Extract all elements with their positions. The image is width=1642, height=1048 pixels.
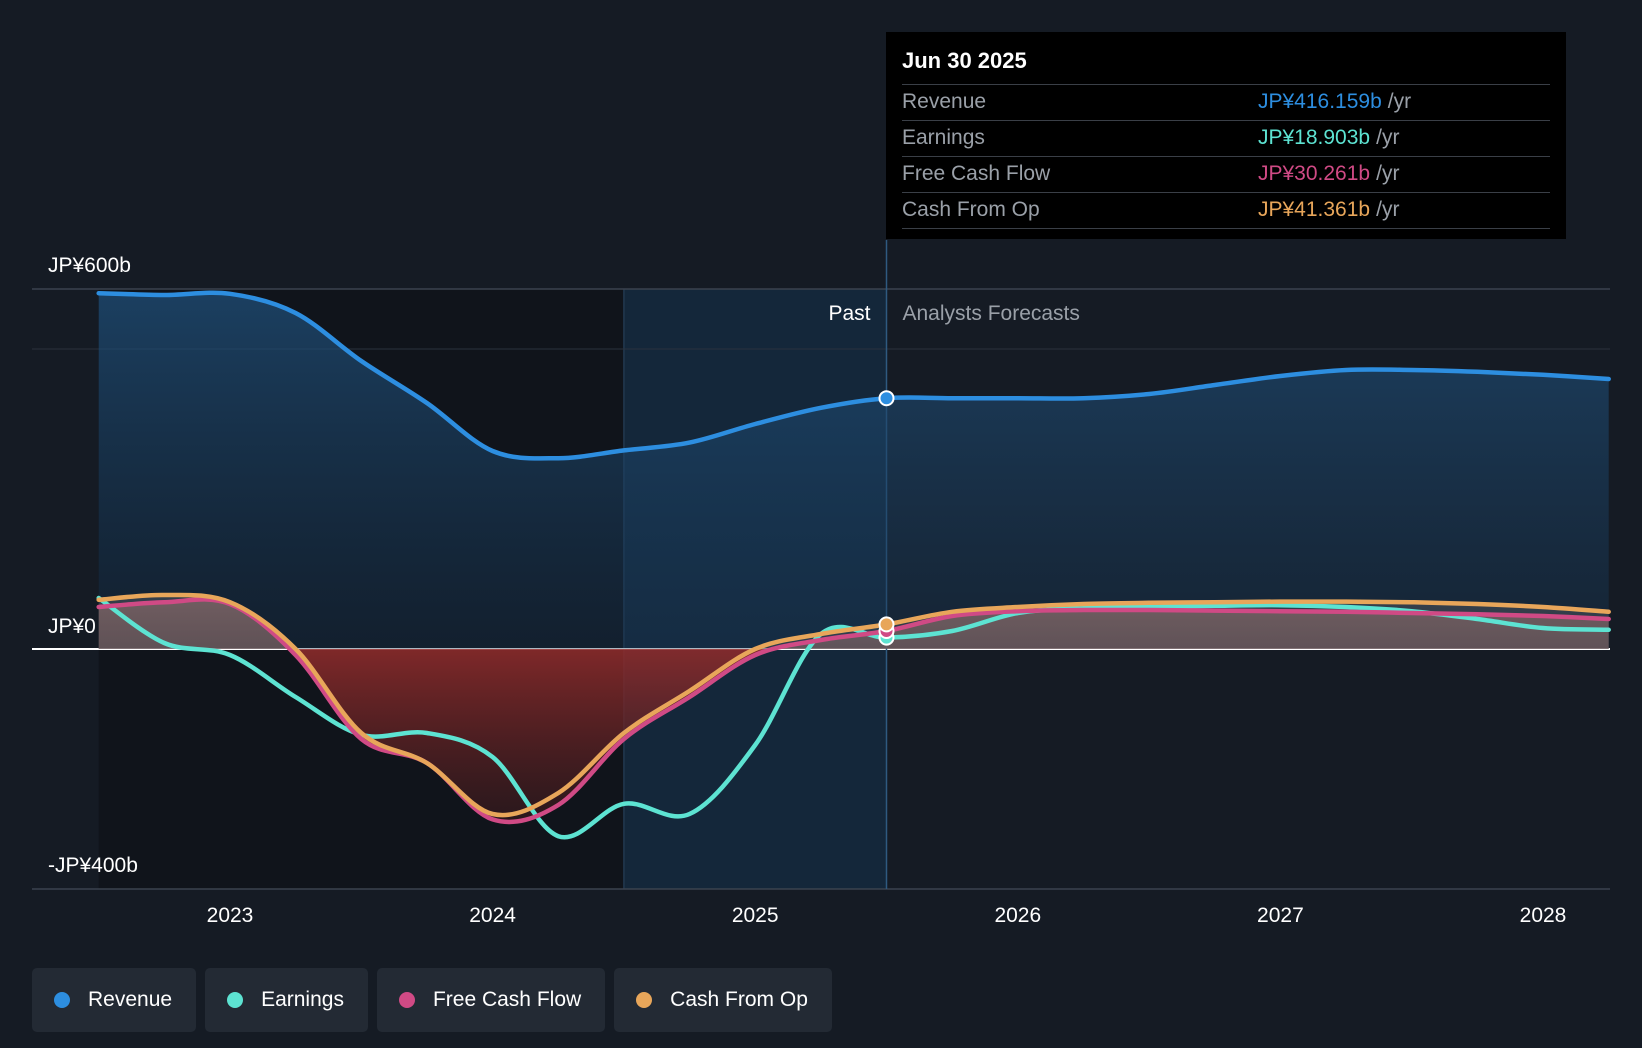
tooltip-row-cash-from-op: Cash From Op JP¥41.361b /yr	[902, 192, 1550, 229]
tooltip-value: JP¥18.903b	[1258, 126, 1371, 149]
tooltip-unit: /yr	[1387, 90, 1412, 113]
y-tick-label: -JP¥400b	[48, 854, 138, 877]
tooltip-unit: /yr	[1376, 162, 1400, 185]
x-tick-label: 2023	[207, 904, 254, 927]
x-tick-label: 2027	[1257, 904, 1304, 927]
x-tick-label: 2028	[1520, 904, 1567, 927]
revenue-area	[98, 292, 1609, 649]
legend-label: Cash From Op	[670, 988, 808, 1011]
legend-item-cash-from-op[interactable]: Cash From Op	[614, 968, 832, 1032]
legend-dot-icon	[636, 992, 653, 1008]
tooltip-value: JP¥41.361b	[1258, 198, 1371, 221]
forecast-label: Analysts Forecasts	[903, 302, 1080, 325]
tooltip-panel: Jun 30 2025 Revenue JP¥416.159b /yr Earn…	[886, 32, 1566, 239]
cash-from-op-line	[96, 592, 1611, 818]
tooltip-label: Revenue	[902, 90, 987, 113]
chart-legend: Revenue Earnings Free Cash Flow Cash Fro…	[32, 968, 832, 1032]
legend-label: Free Cash Flow	[432, 988, 582, 1011]
legend-item-free-cash-flow[interactable]: Free Cash Flow	[376, 968, 606, 1032]
legend-dot-icon	[227, 992, 244, 1008]
tooltip-label: Free Cash Flow	[902, 162, 1051, 185]
x-tick-label: 2025	[732, 904, 779, 927]
tooltip-row-revenue: Revenue JP¥416.159b /yr	[902, 84, 1550, 120]
free-cash-flow-negative-area	[98, 649, 1609, 822]
legend-label: Earnings	[261, 988, 344, 1011]
cash-from-op-marker	[878, 616, 895, 633]
tooltip-value: JP¥30.261b	[1258, 162, 1371, 185]
tooltip-value: JP¥416.159b	[1258, 90, 1382, 113]
y-tick-label: JP¥600b	[48, 254, 131, 277]
legend-label: Revenue	[88, 988, 173, 1011]
tooltip-row-free-cash-flow: Free Cash Flow JP¥30.261b /yr	[902, 156, 1550, 192]
past-label: Past	[828, 302, 870, 325]
tooltip-unit: /yr	[1376, 126, 1400, 149]
free-cash-flow-line	[96, 597, 1611, 825]
legend-dot-icon	[398, 992, 415, 1008]
tooltip-label: Earnings	[902, 126, 985, 149]
tooltip-label: Cash From Op	[902, 198, 1040, 221]
x-tick-label: 2024	[469, 904, 516, 927]
legend-item-revenue[interactable]: Revenue	[32, 968, 197, 1032]
revenue-marker	[878, 390, 895, 407]
revenue-line	[96, 290, 1611, 461]
legend-item-earnings[interactable]: Earnings	[205, 968, 368, 1032]
y-tick-label: JP¥0	[48, 615, 96, 638]
tooltip-date: Jun 30 2025	[902, 48, 1027, 73]
legend-dot-icon	[54, 992, 70, 1008]
x-tick-label: 2026	[994, 904, 1041, 927]
tooltip-row-earnings: Earnings JP¥18.903b /yr	[902, 120, 1550, 156]
tooltip-unit: /yr	[1376, 198, 1400, 221]
